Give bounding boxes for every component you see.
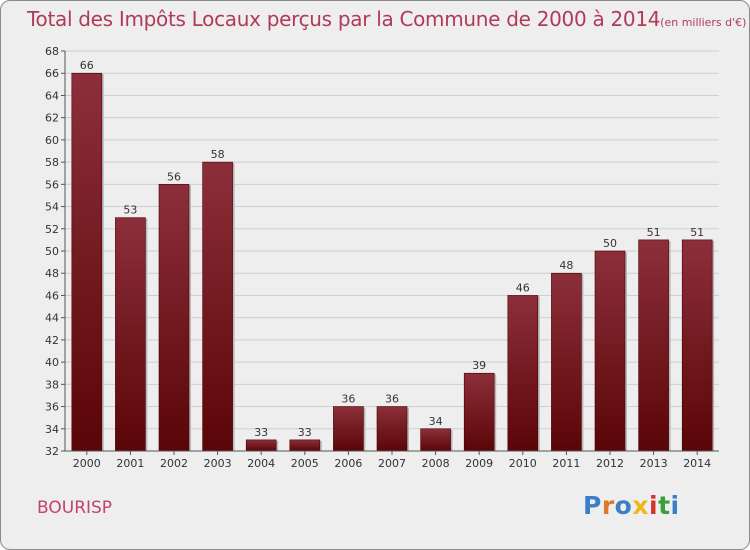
logo-letter: o [614, 491, 633, 520]
y-tick-label: 46 [45, 289, 59, 302]
bar-2003 [202, 161, 233, 452]
x-tick-label: 2010 [509, 457, 537, 470]
data-label: 34 [429, 415, 443, 428]
y-tick-label: 34 [45, 423, 59, 436]
logo-letter: i [649, 491, 659, 520]
data-label: 50 [603, 237, 617, 250]
data-label: 58 [211, 148, 225, 161]
proxiti-logo[interactable]: Proxiti [583, 491, 680, 520]
logo-letter: P [583, 491, 602, 520]
y-tick-label: 48 [45, 267, 59, 280]
logo-letter: t [658, 491, 671, 520]
commune-name: BOURISP [37, 498, 113, 518]
y-tick-label: 62 [45, 112, 59, 125]
logo-letter: i [670, 491, 680, 520]
bar-2008 [420, 428, 451, 452]
y-tick-label: 66 [45, 67, 59, 80]
y-axis: 32 34 36 38 40 42 44 46 48 50 52 54 56 58 60 62 64 66 68 [45, 45, 66, 458]
y-tick-label: 60 [45, 134, 59, 147]
x-tick-label: 2012 [596, 457, 624, 470]
data-label: 51 [690, 226, 704, 239]
logo-letter: x [632, 491, 649, 520]
bar-2011 [551, 272, 582, 452]
y-tick-label: 64 [45, 89, 59, 102]
data-label: 66 [80, 59, 94, 72]
unit-label: (en milliers d'€) [660, 16, 747, 29]
bar-2013 [638, 239, 669, 452]
x-tick-label: 2014 [683, 457, 711, 470]
y-tick-label: 36 [45, 401, 59, 414]
x-tick-label: 2013 [640, 457, 668, 470]
bar-2006 [333, 406, 364, 452]
x-tick-label: 2004 [247, 457, 275, 470]
data-label: 46 [516, 281, 530, 294]
title-text: Total des Impôts Locaux perçus par la Co… [27, 7, 661, 31]
bar-2000 [71, 72, 103, 452]
bar-2001 [115, 217, 146, 452]
chart-title: Total des Impôts Locaux perçus par la Co… [27, 7, 746, 31]
y-tick-label: 54 [45, 201, 59, 214]
data-label: 48 [559, 259, 573, 272]
data-label: 39 [472, 359, 486, 372]
bar-2014 [681, 239, 713, 452]
x-tick-label: 2011 [552, 457, 580, 470]
x-tick-label: 2009 [465, 457, 493, 470]
bar-2002 [158, 184, 190, 452]
data-label: 51 [647, 226, 661, 239]
x-tick-label: 2005 [291, 457, 319, 470]
data-label: 33 [254, 426, 268, 439]
bars: 66 53 56 58 33 33 36 36 34 39 46 48 50 51 51 [71, 59, 715, 452]
x-tick-label: 2000 [73, 457, 101, 470]
y-tick-label: 58 [45, 156, 59, 169]
data-label: 33 [298, 426, 312, 439]
y-tick-label: 32 [45, 445, 59, 458]
bar-2010 [507, 295, 539, 452]
bar-2012 [594, 250, 626, 452]
x-tick-label: 2007 [378, 457, 406, 470]
x-tick-label: 2003 [204, 457, 232, 470]
x-tick-label: 2006 [334, 457, 362, 470]
bar-2005 [289, 439, 321, 452]
data-label: 36 [385, 393, 399, 406]
y-tick-label: 56 [45, 178, 59, 191]
y-tick-label: 44 [45, 312, 59, 325]
bar-2007 [376, 406, 408, 452]
x-tick-label: 2008 [422, 457, 450, 470]
data-label: 53 [123, 204, 137, 217]
y-tick-label: 52 [45, 223, 59, 236]
data-label: 56 [167, 170, 181, 183]
y-tick-label: 42 [45, 334, 59, 347]
logo-letter: r [601, 491, 615, 520]
bar-2009 [463, 372, 495, 452]
x-tick-label: 2002 [160, 457, 188, 470]
y-tick-label: 68 [45, 45, 59, 58]
y-tick-label: 40 [45, 356, 59, 369]
x-axis: 2000 2001 2002 2003 2004 2005 2006 2007 2008 2009… [65, 450, 719, 470]
bar-2004 [245, 439, 277, 452]
y-tick-label: 38 [45, 378, 59, 391]
y-tick-label: 50 [45, 245, 59, 258]
x-tick-label: 2001 [116, 457, 144, 470]
data-label: 36 [341, 393, 355, 406]
